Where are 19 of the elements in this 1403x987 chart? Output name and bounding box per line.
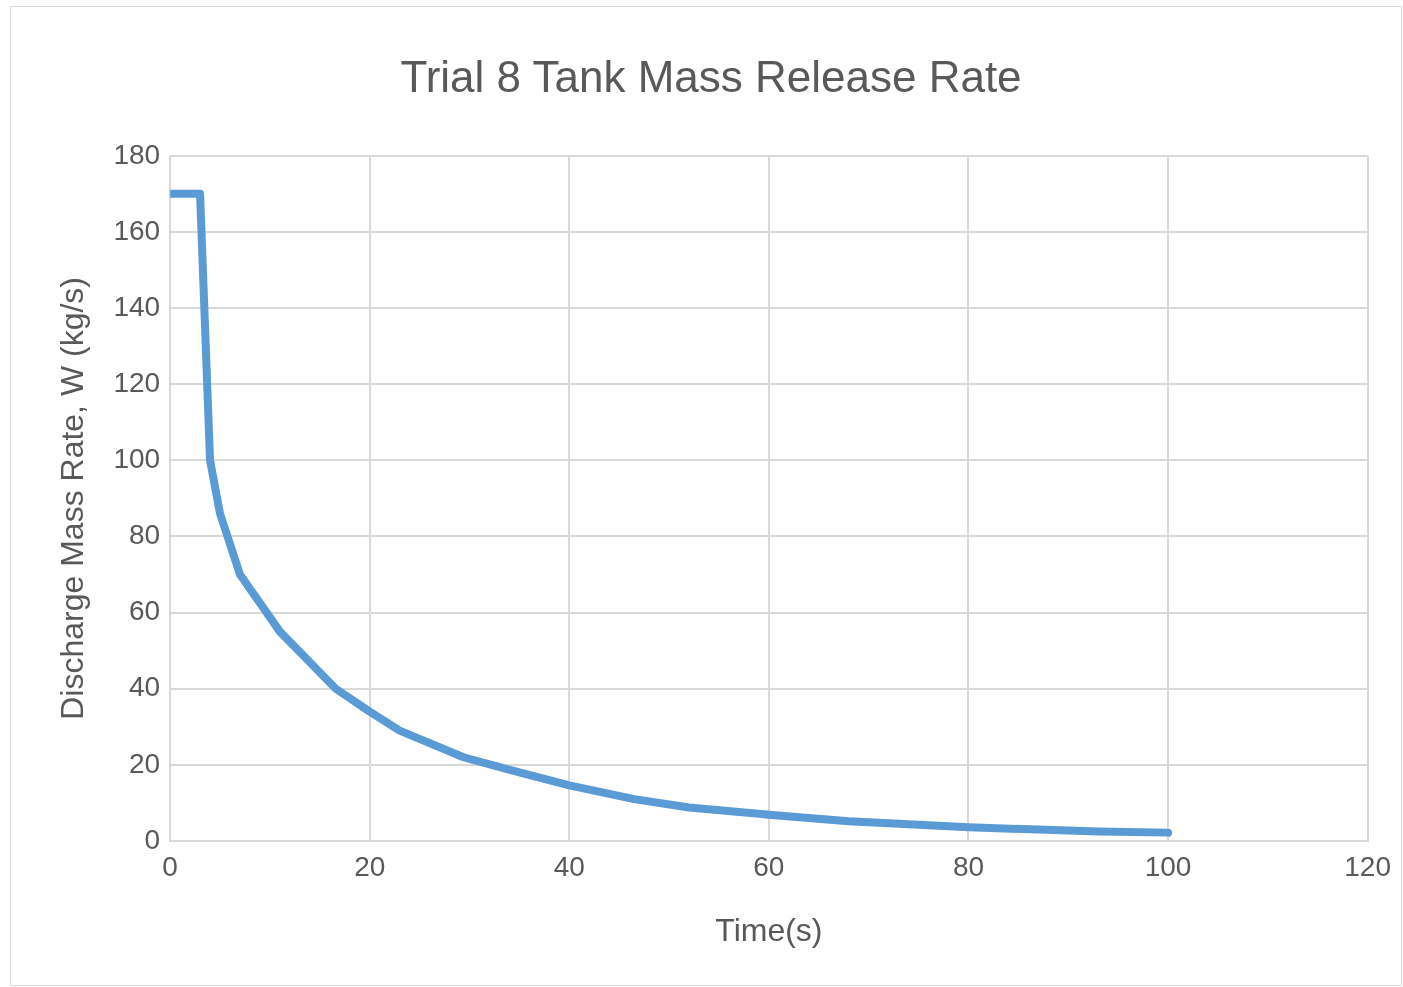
x-tick-label: 120 [1344,850,1391,882]
x-tick-label: 60 [753,850,785,882]
y-tick-label: 40 [128,671,161,703]
y-tick-label: 80 [128,519,161,551]
y-tick-label: 60 [128,595,161,627]
y-tick-label: 180 [113,138,161,170]
y-axis-title: Discharge Mass Rate, W (kg/s) [54,277,91,720]
chart-title: Trial 8 Tank Mass Release Rate [400,51,1022,101]
x-tick-label: 20 [354,850,386,882]
y-tick-label: 120 [113,366,161,398]
y-tick-label: 100 [113,443,161,475]
y-tick-label: 20 [128,747,161,779]
x-tick-label: 80 [952,850,985,882]
y-tick-label: 160 [113,214,161,246]
x-axis-title: Time(s) [715,911,823,948]
y-tick-label: 0 [144,823,161,855]
x-tick-label: 40 [553,850,585,882]
y-tick-label: 140 [113,290,161,322]
x-tick-label: 100 [1144,850,1192,882]
